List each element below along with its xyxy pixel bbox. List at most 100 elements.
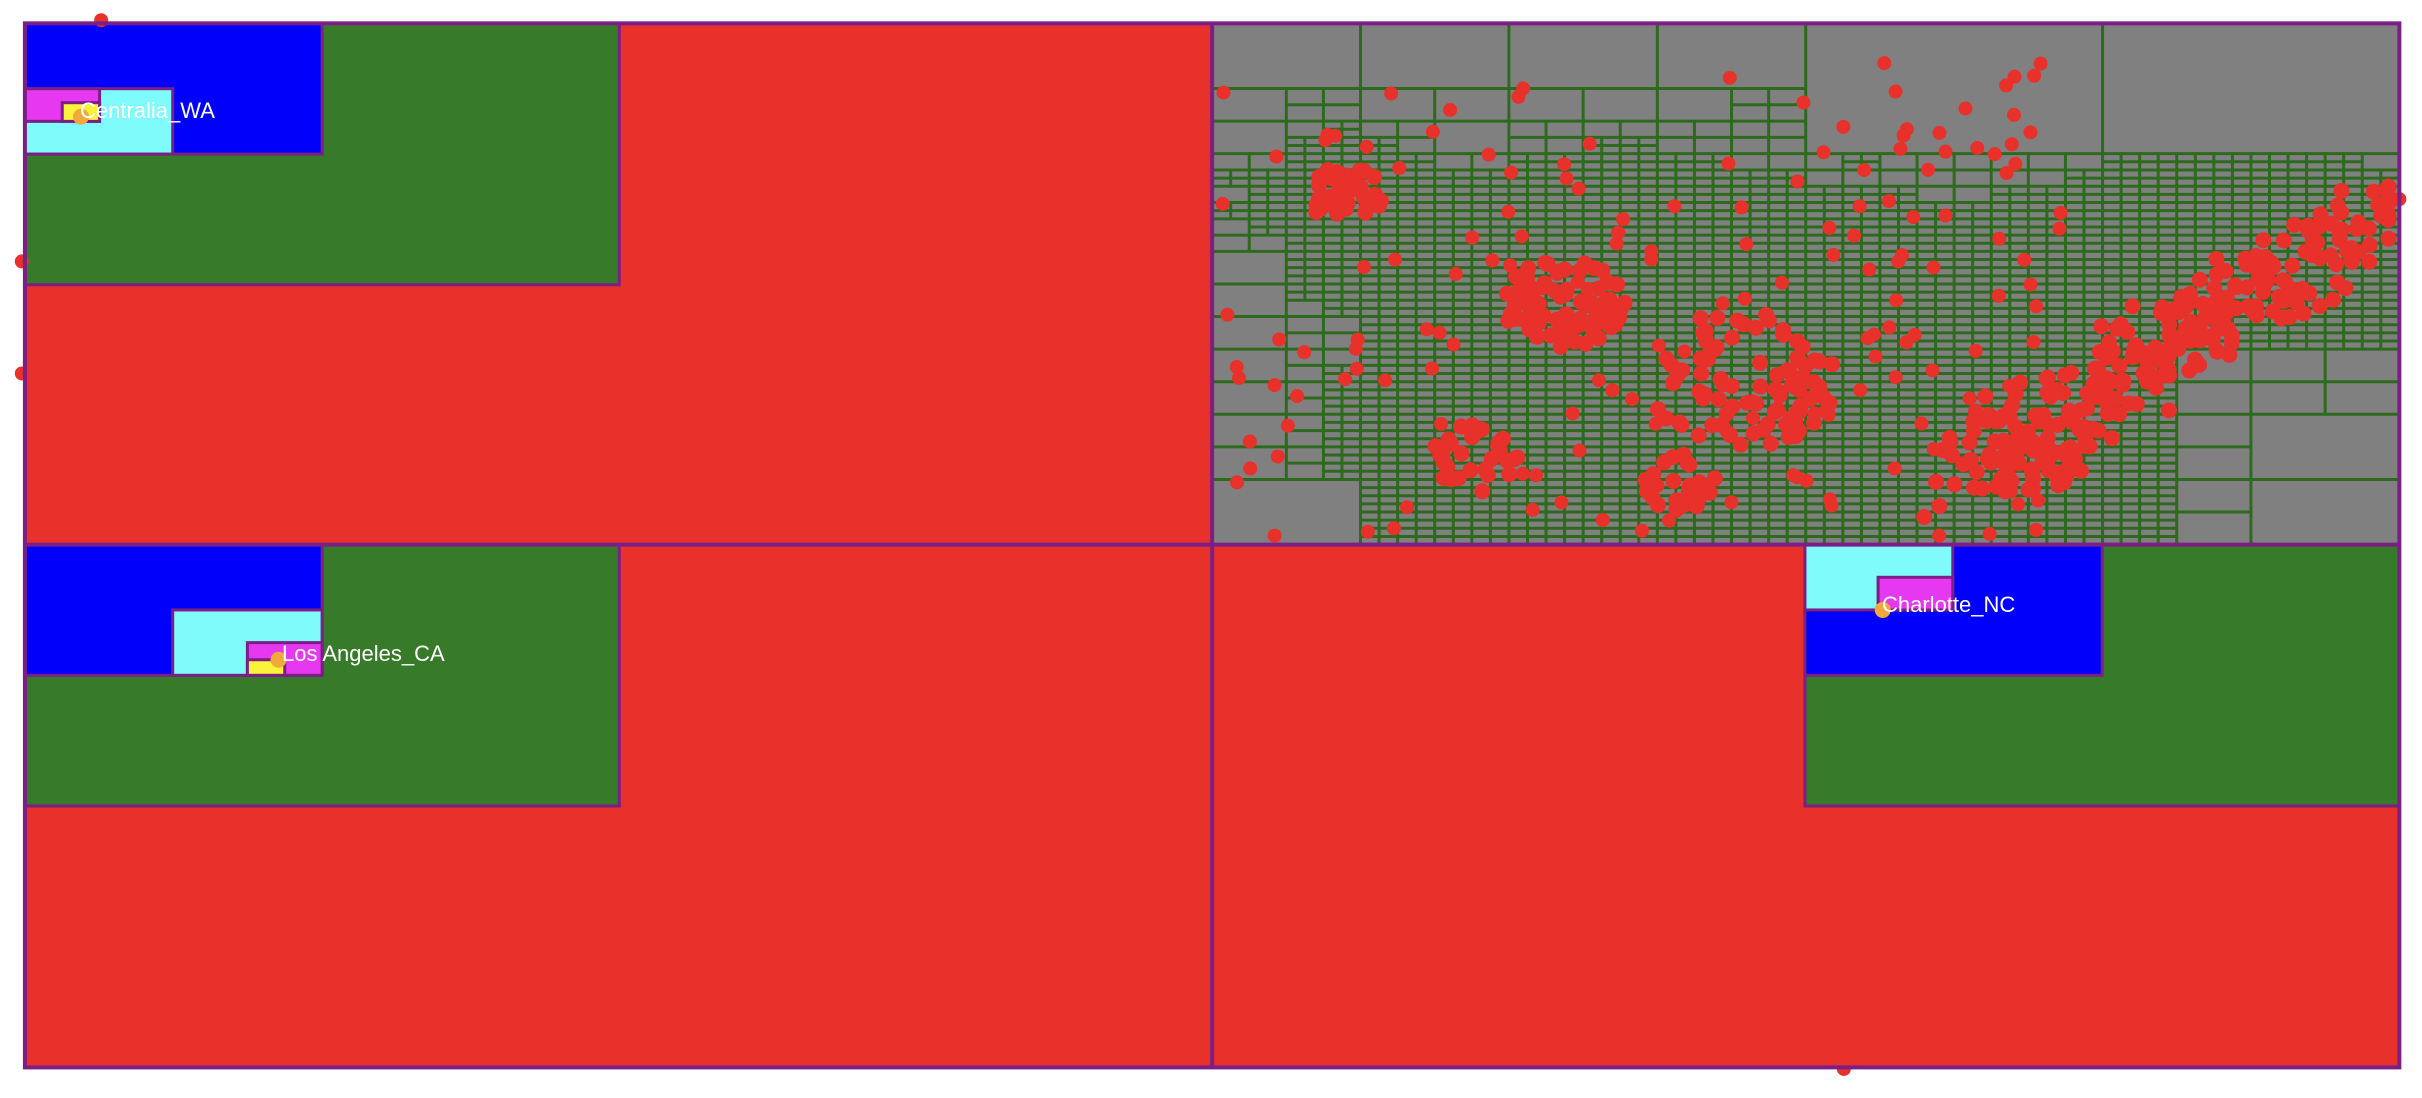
point-75 [2008, 156, 2023, 171]
point-122 [1272, 332, 1287, 347]
point-23 [1774, 275, 1789, 290]
point-51 [1860, 331, 1875, 346]
point-644 [1758, 307, 1775, 324]
point-144 [1501, 204, 1516, 219]
point-33 [2017, 252, 2032, 267]
point-125 [2053, 205, 2068, 220]
point-183 [2286, 216, 2303, 233]
point-376 [2380, 178, 2397, 195]
point-105 [1790, 174, 1805, 189]
point-25 [1737, 291, 1752, 306]
point-56 [2029, 522, 2044, 537]
point-628 [1718, 405, 1735, 422]
point-69 [1215, 196, 1230, 211]
point-479 [1577, 335, 1594, 352]
point-101 [1887, 461, 1902, 476]
point-114 [1432, 325, 1447, 340]
point-356 [2124, 298, 2141, 315]
point-123 [1220, 307, 1235, 322]
point-586 [1732, 436, 1749, 453]
point-32 [1888, 84, 1903, 99]
point-142 [1724, 495, 1739, 510]
point-380 [2198, 329, 2215, 346]
point-128 [1721, 156, 1736, 171]
point-41 [1893, 141, 1908, 156]
point-705 [1969, 410, 1986, 427]
point-348 [2275, 232, 2292, 249]
point-519 [1562, 319, 1579, 336]
point-595 [1658, 350, 1675, 367]
point-610 [1721, 426, 1738, 443]
point-651 [1474, 483, 1491, 500]
point-54 [1796, 95, 1811, 110]
point-389 [2119, 323, 2136, 340]
point-422 [2160, 348, 2177, 365]
point-324 [2173, 289, 2190, 306]
point-88 [1419, 322, 1434, 337]
point-323 [2237, 250, 2254, 267]
point-124 [2052, 221, 2067, 236]
point-93 [1514, 229, 1529, 244]
point-403 [2221, 346, 2238, 363]
point-120 [1999, 166, 2014, 181]
point-121 [1889, 293, 1904, 308]
point-679 [1506, 451, 1523, 468]
point-506 [1520, 277, 1537, 294]
marker-centralia [72, 108, 89, 125]
point-143 [1962, 391, 1977, 406]
point-145 [1378, 373, 1393, 388]
point-581 [1704, 417, 1721, 434]
point-368 [2380, 206, 2397, 223]
point-588 [1766, 404, 1783, 421]
point-15 [1938, 144, 1953, 159]
point-21 [1635, 523, 1650, 538]
point-659 [1453, 445, 1470, 462]
point-505 [1611, 310, 1628, 327]
point-384 [2281, 308, 2298, 325]
point-283 [2343, 253, 2360, 270]
point-694 [2076, 437, 2093, 454]
point-8 [1242, 434, 1257, 449]
point-2 [1616, 212, 1631, 227]
point-84 [1888, 370, 1903, 385]
point-751 [1668, 501, 1685, 518]
point-106 [1230, 475, 1245, 490]
point-646 [1795, 370, 1812, 387]
point-397 [1961, 434, 1978, 451]
point-37 [2023, 125, 2038, 140]
point-622 [1762, 435, 1779, 452]
point-411 [2147, 339, 2164, 356]
point-641 [1690, 427, 1707, 444]
point-500 [1507, 268, 1524, 285]
point-492 [1537, 254, 1554, 271]
point-578 [1710, 391, 1727, 408]
point-86 [1559, 171, 1574, 186]
point-602 [1821, 394, 1838, 411]
point-567 [1709, 310, 1726, 327]
point-402 [2191, 356, 2208, 373]
point-326 [2299, 217, 2316, 234]
point-43 [1999, 78, 2014, 93]
point-648 [1715, 376, 1732, 393]
point-42 [1609, 236, 1624, 251]
point-513 [1599, 274, 1616, 291]
point-626 [1747, 319, 1764, 336]
point-229 [2311, 297, 2328, 314]
point-337 [2160, 402, 2177, 419]
point-599 [1802, 390, 1819, 407]
quadrant-borders [22, 21, 2402, 1070]
point-82 [1991, 288, 2006, 303]
point-382 [2288, 294, 2305, 311]
point-0 [1359, 139, 1374, 154]
point-46 [1921, 162, 1936, 177]
point-90 [1425, 361, 1440, 376]
point-727 [2020, 481, 2037, 498]
point-165 [1515, 466, 1530, 481]
point-109 [1625, 392, 1640, 407]
point-745 [1706, 470, 1723, 487]
point-49 [1360, 524, 1375, 539]
point-701 [2072, 462, 2089, 479]
point-603 [1752, 354, 1769, 371]
point-34 [1651, 338, 1666, 353]
